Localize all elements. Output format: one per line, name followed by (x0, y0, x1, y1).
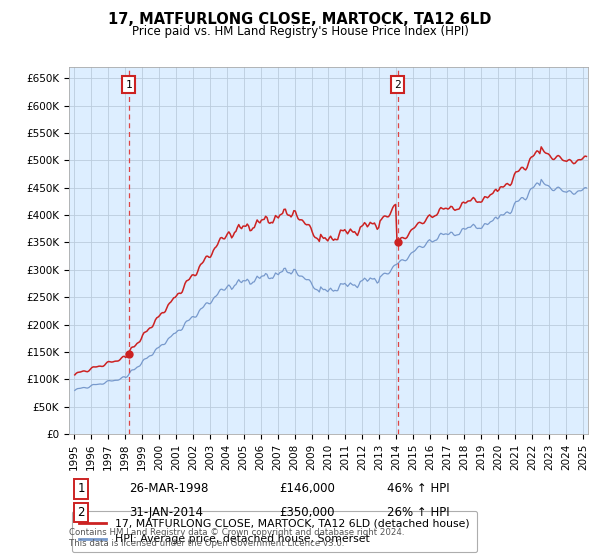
Text: £350,000: £350,000 (279, 506, 335, 519)
Text: 26% ↑ HPI: 26% ↑ HPI (387, 506, 449, 519)
Text: Contains HM Land Registry data © Crown copyright and database right 2024.
This d: Contains HM Land Registry data © Crown c… (69, 528, 404, 548)
Text: 17, MATFURLONG CLOSE, MARTOCK, TA12 6LD: 17, MATFURLONG CLOSE, MARTOCK, TA12 6LD (109, 12, 491, 27)
Text: 1: 1 (77, 482, 85, 496)
Text: Price paid vs. HM Land Registry's House Price Index (HPI): Price paid vs. HM Land Registry's House … (131, 25, 469, 38)
Text: 26-MAR-1998: 26-MAR-1998 (129, 482, 208, 496)
Legend: 17, MATFURLONG CLOSE, MARTOCK, TA12 6LD (detached house), HPI: Average price, de: 17, MATFURLONG CLOSE, MARTOCK, TA12 6LD … (72, 511, 478, 552)
Text: 46% ↑ HPI: 46% ↑ HPI (387, 482, 449, 496)
Text: 2: 2 (77, 506, 85, 519)
Text: £146,000: £146,000 (279, 482, 335, 496)
Text: 1: 1 (125, 80, 132, 90)
Text: 31-JAN-2014: 31-JAN-2014 (129, 506, 203, 519)
Text: 2: 2 (394, 80, 401, 90)
